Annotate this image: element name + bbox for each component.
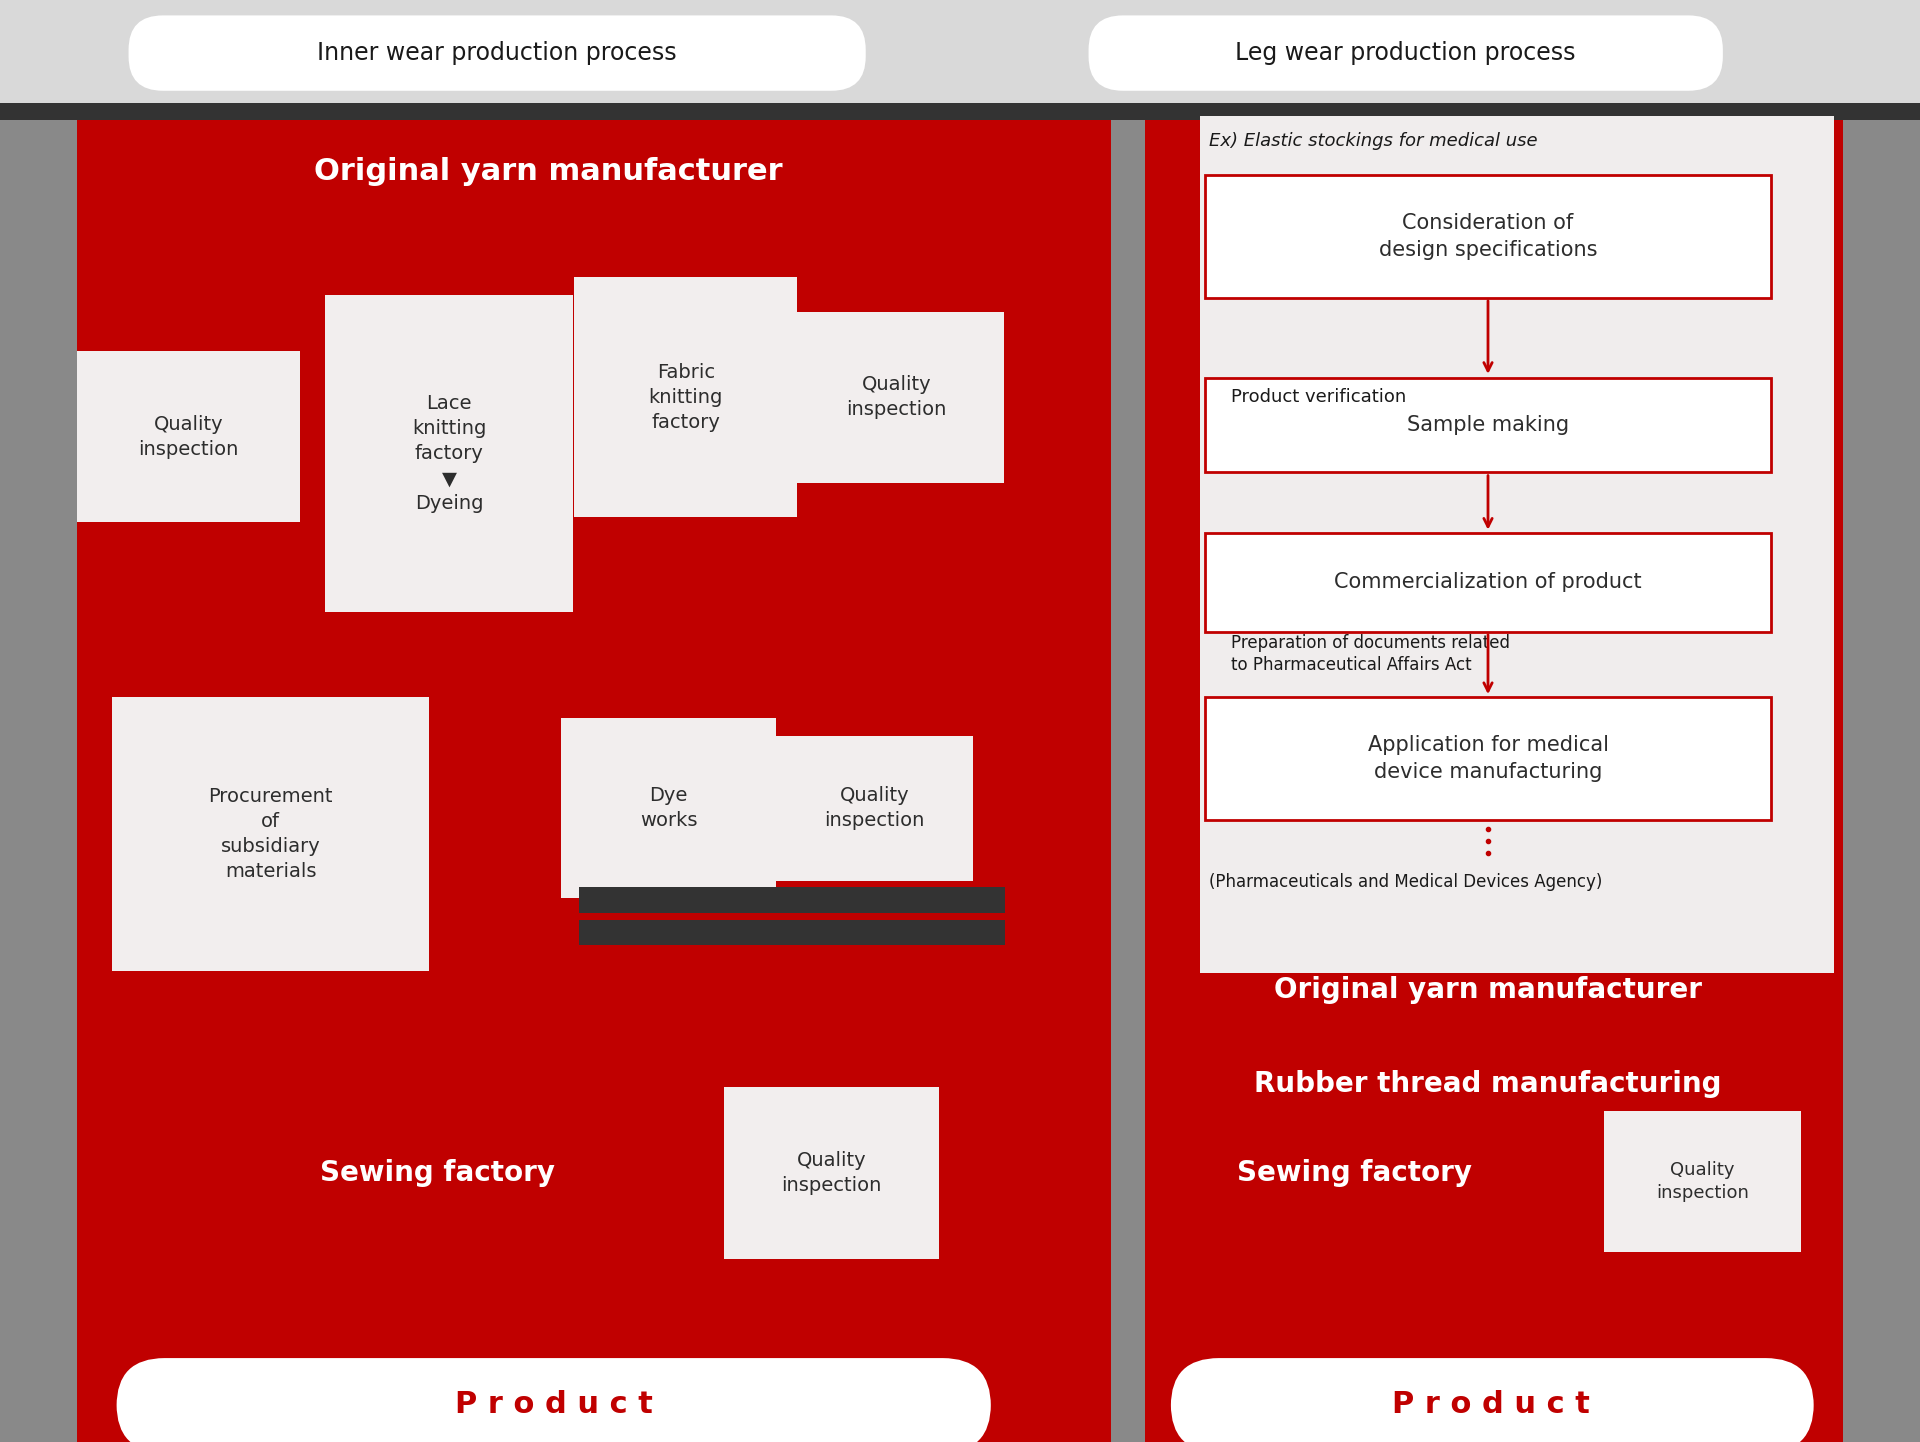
Text: Quality
inspection: Quality inspection <box>1655 1161 1749 1203</box>
FancyBboxPatch shape <box>0 120 77 1442</box>
FancyBboxPatch shape <box>1206 532 1770 632</box>
FancyBboxPatch shape <box>1206 378 1770 472</box>
FancyBboxPatch shape <box>324 296 574 613</box>
Text: Procurement
of
subsidiary
materials: Procurement of subsidiary materials <box>209 787 332 881</box>
Text: Original yarn manufacturer: Original yarn manufacturer <box>315 157 783 186</box>
Text: Quality
inspection: Quality inspection <box>781 1151 881 1195</box>
FancyBboxPatch shape <box>1112 120 1144 1442</box>
FancyBboxPatch shape <box>1200 117 1834 973</box>
Text: Application for medical
device manufacturing: Application for medical device manufactu… <box>1367 735 1609 782</box>
FancyBboxPatch shape <box>1603 1112 1801 1252</box>
Text: Leg wear production process: Leg wear production process <box>1235 40 1576 65</box>
Text: Consideration of
design specifications: Consideration of design specifications <box>1379 213 1597 260</box>
Text: Quality
inspection: Quality inspection <box>138 415 238 459</box>
FancyBboxPatch shape <box>1206 174 1770 298</box>
Text: Lace
knitting
factory
▼
Dyeing: Lace knitting factory ▼ Dyeing <box>413 394 486 513</box>
Text: Sewing factory: Sewing factory <box>319 1159 555 1187</box>
FancyBboxPatch shape <box>111 696 430 970</box>
FancyBboxPatch shape <box>1171 1358 1814 1442</box>
FancyBboxPatch shape <box>0 0 1920 102</box>
FancyBboxPatch shape <box>574 277 797 518</box>
FancyBboxPatch shape <box>77 350 300 522</box>
Text: Rubber thread manufacturing: Rubber thread manufacturing <box>1254 1070 1722 1097</box>
Text: Quality
inspection: Quality inspection <box>847 375 947 420</box>
Text: Original yarn manufacturer: Original yarn manufacturer <box>1275 976 1701 1004</box>
Text: Quality
inspection: Quality inspection <box>824 786 924 831</box>
FancyBboxPatch shape <box>77 120 1112 1442</box>
Text: Ex) Elastic stockings for medical use: Ex) Elastic stockings for medical use <box>1208 131 1538 150</box>
Text: Inner wear production process: Inner wear production process <box>317 40 678 65</box>
FancyBboxPatch shape <box>776 735 973 881</box>
Text: Sewing factory: Sewing factory <box>1236 1159 1473 1187</box>
FancyBboxPatch shape <box>1144 120 1843 1442</box>
Text: Dye
works: Dye works <box>639 786 697 831</box>
FancyBboxPatch shape <box>1843 120 1920 1442</box>
FancyBboxPatch shape <box>129 16 866 91</box>
FancyBboxPatch shape <box>0 102 1920 120</box>
FancyBboxPatch shape <box>724 1087 939 1259</box>
Text: Sample making: Sample making <box>1407 415 1569 434</box>
FancyBboxPatch shape <box>1206 696 1770 820</box>
Text: Commercialization of product: Commercialization of product <box>1334 572 1642 593</box>
Text: Fabric
knitting
factory: Fabric knitting factory <box>649 363 724 431</box>
FancyBboxPatch shape <box>117 1358 991 1442</box>
FancyBboxPatch shape <box>561 718 776 898</box>
FancyBboxPatch shape <box>789 311 1004 483</box>
Text: Product verification: Product verification <box>1231 388 1405 407</box>
Text: Preparation of documents related
to Pharmaceutical Affairs Act: Preparation of documents related to Phar… <box>1231 634 1509 675</box>
Text: P r o d u c t: P r o d u c t <box>1392 1390 1590 1419</box>
FancyBboxPatch shape <box>580 887 1004 913</box>
FancyBboxPatch shape <box>580 920 1004 946</box>
Text: P r o d u c t: P r o d u c t <box>455 1390 653 1419</box>
Text: (Pharmaceuticals and Medical Devices Agency): (Pharmaceuticals and Medical Devices Age… <box>1208 872 1601 891</box>
FancyBboxPatch shape <box>1089 16 1722 91</box>
